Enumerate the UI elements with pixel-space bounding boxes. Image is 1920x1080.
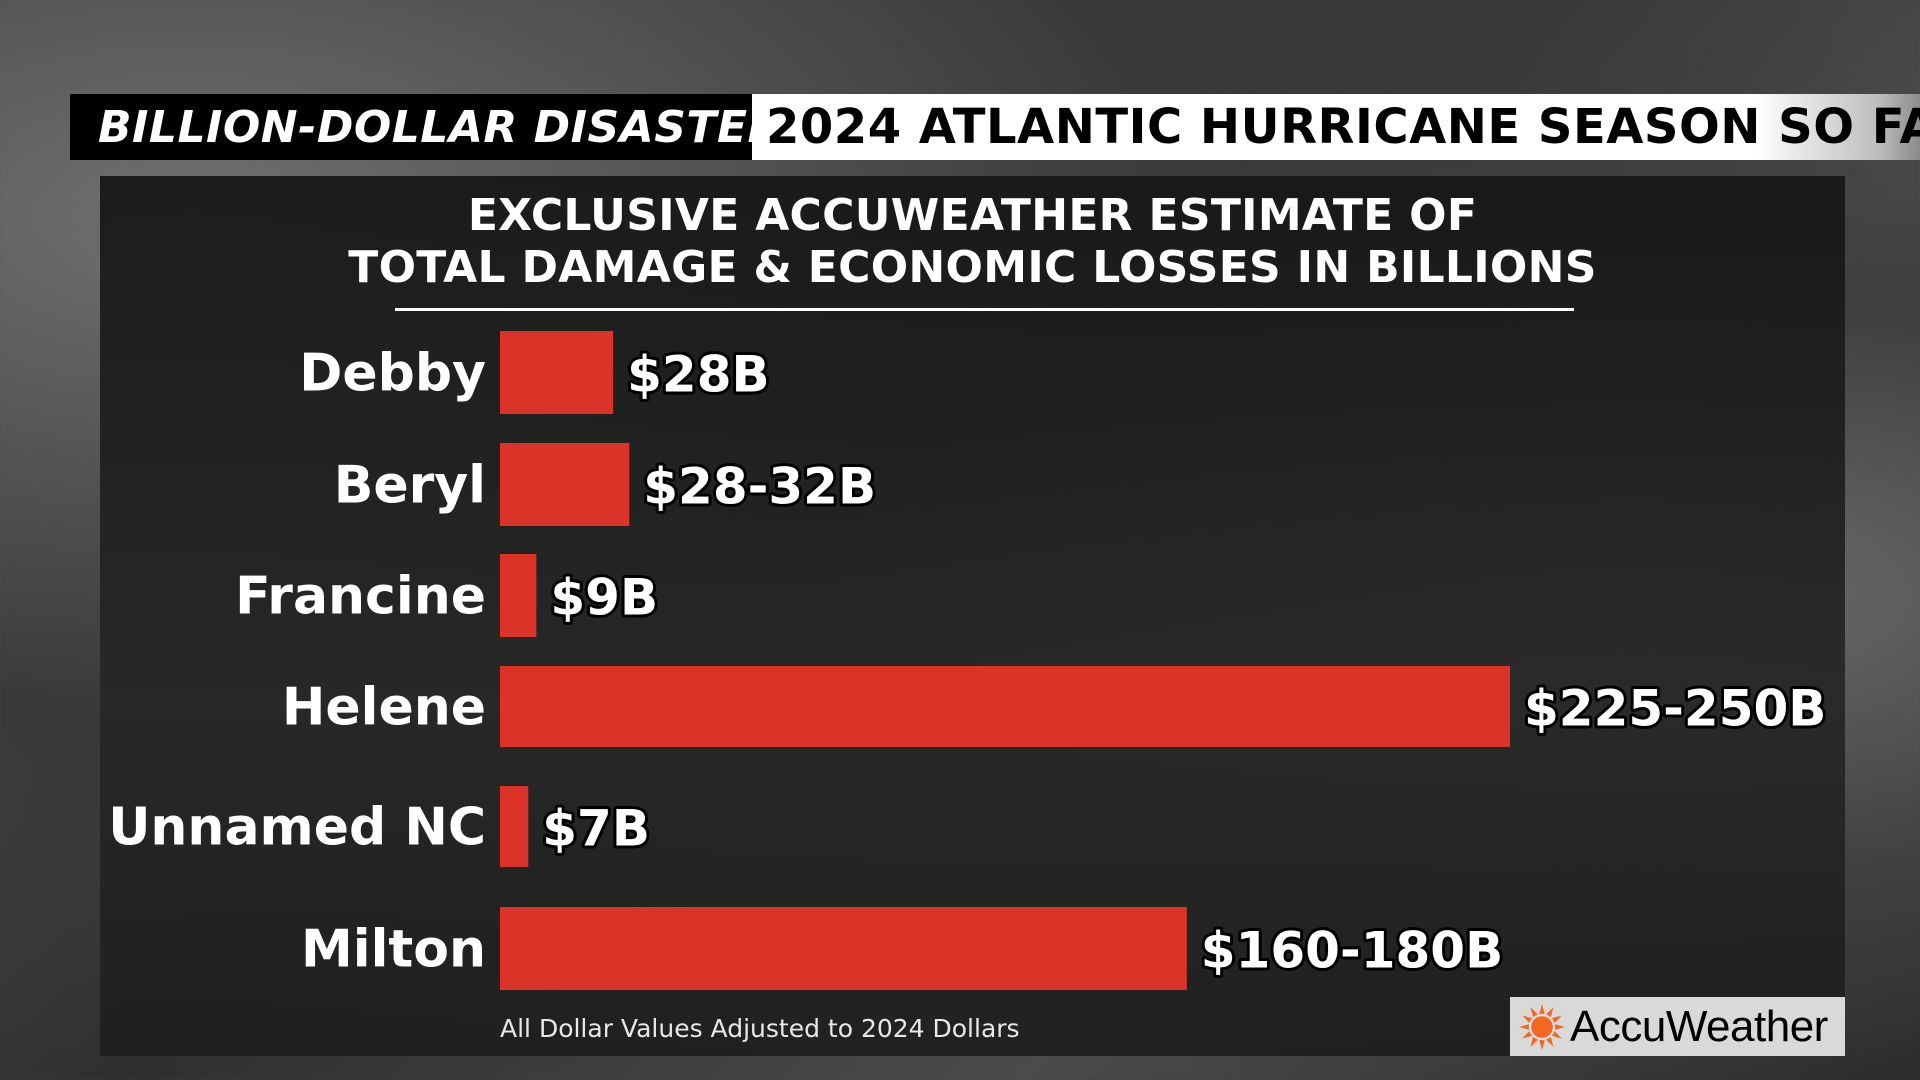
brand-name: AccuWeather [1570,1001,1828,1051]
sun-ray [1519,1023,1530,1030]
sun-ray [1551,1015,1562,1023]
value-label: $9B [550,569,658,627]
value-label: $160-180B [1201,922,1503,980]
header-right-title: 2024 ATLANTIC HURRICANE SEASON SO FAR [766,99,1920,155]
category-label: Debby [299,344,486,404]
sun-ray [1545,1036,1554,1047]
header-right-box: 2024 ATLANTIC HURRICANE SEASON SO FAR [752,94,1920,160]
sun-ray [1554,1023,1565,1030]
sun-ray [1545,1006,1554,1017]
bar-helene [500,666,1510,747]
sun-ray [1522,1015,1533,1023]
footnote: All Dollar Values Adjusted to 2024 Dolla… [500,1014,1020,1043]
bar-beryl [500,443,630,526]
bar-debby [500,331,614,414]
sun-ray [1539,1039,1545,1050]
title-underline [395,308,1574,311]
category-label: Beryl [334,456,486,516]
sun-ray [1551,1030,1562,1038]
bar-francine [500,554,537,637]
sun-ray [1539,1003,1545,1014]
value-label: $7B [542,800,650,858]
category-label: Helene [282,678,486,738]
sun-ray [1530,1006,1539,1017]
category-label: Milton [301,920,486,980]
header-left-title: BILLION-DOLLAR DISASTERS [98,101,815,153]
sun-ray [1522,1030,1533,1038]
sun-icon [1519,1003,1565,1050]
header-bar: BILLION-DOLLAR DISASTERS 2024 ATLANTIC H… [70,94,1920,160]
value-label: $28B [627,346,769,404]
sun-ray [1530,1036,1539,1047]
accuweather-logo: AccuWeather [1510,997,1845,1056]
category-label: Francine [235,567,486,627]
value-label: $225-250B [1524,680,1826,738]
bar-milton [500,907,1187,990]
chart-title-line-2: TOTAL DAMAGE & ECONOMIC LOSSES IN BILLIO… [348,242,1597,293]
chart-title-line-1: EXCLUSIVE ACCUWEATHER ESTIMATE OF [467,190,1478,241]
value-label: $28-32B [643,458,876,516]
category-label: Unnamed NC [108,798,486,858]
header-left-box: BILLION-DOLLAR DISASTERS [70,94,814,160]
bar-unnamed-nc [500,786,529,867]
